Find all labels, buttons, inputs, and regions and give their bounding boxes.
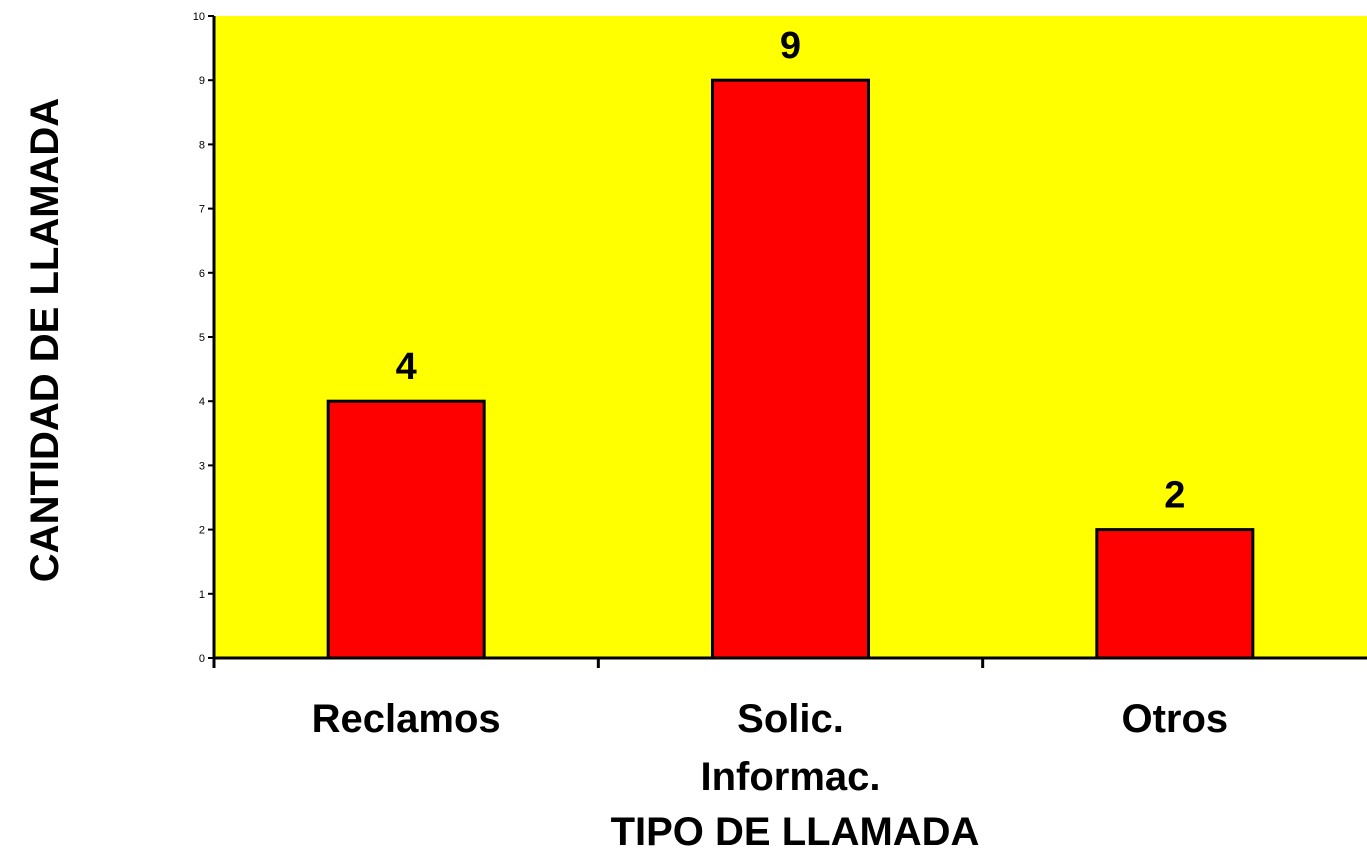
bar — [326, 399, 486, 660]
x-category-label: Reclamos — [312, 697, 501, 741]
y-tick-label: 6 — [199, 268, 205, 280]
bars-group — [326, 78, 1255, 660]
data-labels-group: 4 9 2 — [396, 25, 1186, 516]
y-tick-label: 8 — [199, 139, 205, 151]
x-category-label: Informac. — [700, 755, 880, 799]
bar — [1095, 528, 1255, 660]
y-tick-label: 5 — [199, 332, 205, 344]
x-category-label: Otros — [1121, 697, 1228, 741]
bar-value-label: 2 — [1164, 475, 1185, 517]
y-tick-label: 4 — [199, 396, 205, 408]
y-tick-label: 7 — [199, 204, 205, 216]
x-axis-ticks — [212, 658, 985, 668]
y-tick-label: 0 — [199, 653, 205, 665]
y-tick-label: 10 — [193, 11, 205, 23]
y-tick-label: 9 — [199, 75, 205, 87]
y-tick-label: 2 — [199, 525, 205, 537]
x-axis-title: TIPO DE LLAMADA — [611, 810, 980, 854]
y-tick-label: 1 — [199, 589, 205, 601]
y-tick-label: 3 — [199, 460, 205, 472]
bar — [711, 78, 870, 660]
bar-value-label: 4 — [396, 346, 417, 388]
bar-value-label: 9 — [780, 25, 801, 67]
x-category-label: Solic. — [737, 697, 844, 741]
x-axis-categories: Reclamos Solic. Informac. Otros — [312, 697, 1229, 799]
y-axis-ticks: 0 1 2 3 4 5 6 7 8 9 10 — [193, 11, 214, 665]
y-axis-title: CANTIDAD DE LLAMADA — [23, 98, 67, 582]
